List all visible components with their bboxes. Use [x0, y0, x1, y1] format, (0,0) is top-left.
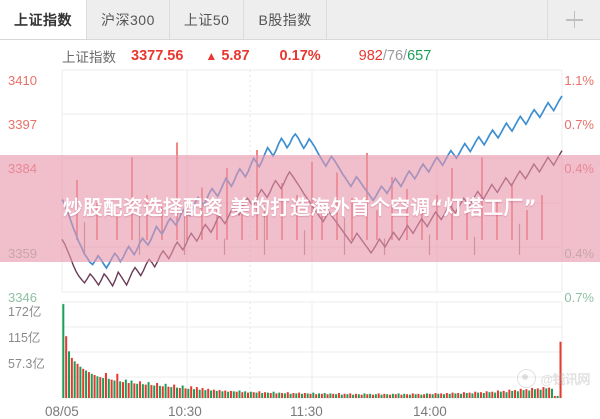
y-axis-left-tick: 3346: [8, 290, 37, 305]
index-tab-bar: 上证指数 沪深300 上证50 B股指数: [0, 0, 600, 40]
x-axis-tick: 11:30: [290, 404, 323, 419]
y-axis-right-tick: 0.7%: [564, 290, 594, 305]
volume-vgridlines: [61, 302, 563, 398]
tab-sse50[interactable]: 上证50: [169, 0, 245, 39]
overlay-headline: 炒股配资选择配资 美的打造海外首个空调“灯塔工厂”: [63, 196, 537, 220]
x-axis-tick: 08/05: [45, 404, 79, 419]
weibo-eye-icon: [517, 369, 537, 388]
volume-bars: [62, 304, 562, 398]
tab-label: 沪深300: [101, 11, 155, 28]
tab-label: B股指数: [258, 11, 312, 28]
y-axis-left-tick: 3410: [8, 73, 37, 88]
y-axis-right-tick: 1.1%: [564, 73, 594, 88]
x-axis-tick: 14:00: [413, 404, 447, 419]
y-axis-right-tick: 0.7%: [564, 117, 594, 132]
x-axis-tick: 10:30: [168, 404, 202, 419]
tab-b-share-index[interactable]: B股指数: [244, 0, 327, 39]
y-axis-left-tick: 3397: [8, 117, 37, 132]
volume-axis-tick: 115亿: [8, 331, 41, 345]
volume-axis-tick: 57.3亿: [8, 357, 45, 371]
tab-label: 上证指数: [14, 11, 72, 28]
article-title-overlay: 炒股配资选择配资 美的打造海外首个空调“灯塔工厂”: [0, 155, 600, 262]
tab-shanghai-composite[interactable]: 上证指数: [0, 0, 87, 39]
tab-label: 上证50: [183, 11, 230, 28]
plus-icon: [565, 11, 583, 28]
weibo-watermark: @钱讯网: [517, 369, 590, 388]
add-tab-button[interactable]: [548, 0, 600, 39]
tab-csi300[interactable]: 沪深300: [87, 0, 170, 39]
volume-axis-tick: 172亿: [8, 305, 42, 319]
tab-bar-spacer: [326, 0, 548, 39]
watermark-text: @钱讯网: [540, 372, 590, 387]
